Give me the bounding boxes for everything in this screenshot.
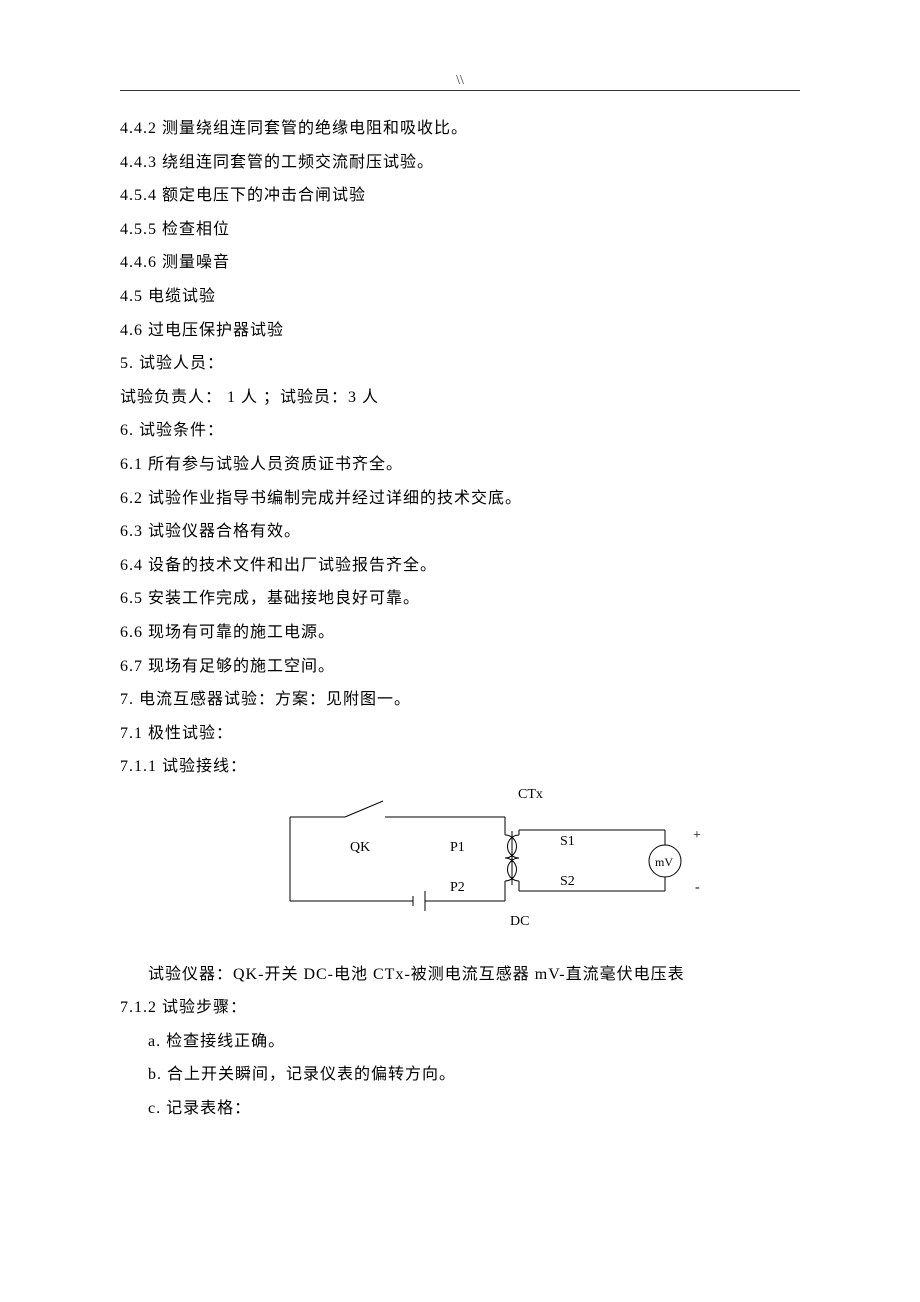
bottom-section: 试验仪器：QK-开关 DC-电池 CTx-被测电流互感器 mV-直流毫伏电压表 … bbox=[120, 959, 800, 1125]
text-line: 5. 试验人员： bbox=[120, 347, 800, 381]
text-line: 4.5.5 检查相位 bbox=[120, 213, 800, 247]
diagram-label-dc: DC bbox=[510, 914, 529, 929]
text-line: 7.1 极性试验： bbox=[120, 717, 800, 751]
header-text: \\ bbox=[456, 73, 464, 88]
text-line: 6.1 所有参与试验人员资质证书齐全。 bbox=[120, 448, 800, 482]
diagram-label-s2: S2 bbox=[560, 874, 575, 889]
text-line: 6.5 安装工作完成，基础接地良好可靠。 bbox=[120, 582, 800, 616]
diagram-label-ctx: CTx bbox=[518, 787, 543, 802]
header-divider bbox=[120, 90, 800, 91]
text-line: 试验负责人： 1 人 ；试验员：3 人 bbox=[120, 381, 800, 415]
text-line: 6.3 试验仪器合格有效。 bbox=[120, 515, 800, 549]
diagram-label-mv: mV bbox=[655, 855, 673, 869]
text-line: 4.4.3 绕组连同套管的工频交流耐压试验。 bbox=[120, 146, 800, 180]
text-line: a. 检查接线正确。 bbox=[120, 1025, 800, 1059]
text-line: 6.4 设备的技术文件和出厂试验报告齐全。 bbox=[120, 549, 800, 583]
diagram-label-s1: S1 bbox=[560, 834, 575, 849]
text-line: 6.2 试验作业指导书编制完成并经过详细的技术交底。 bbox=[120, 482, 800, 516]
text-line: 4.4.6 测量噪音 bbox=[120, 246, 800, 280]
text-line: 7.1.2 试验步骤： bbox=[120, 991, 800, 1025]
text-line: 4.5.4 额定电压下的冲击合闸试验 bbox=[120, 179, 800, 213]
text-line: 6.6 现场有可靠的施工电源。 bbox=[120, 616, 800, 650]
diagram-label-p2: P2 bbox=[450, 880, 465, 895]
text-line: b. 合上开关瞬间，记录仪表的偏转方向。 bbox=[120, 1058, 800, 1092]
diagram-label-qk: QK bbox=[350, 840, 370, 855]
text-line: 4.6 过电压保护器试验 bbox=[120, 314, 800, 348]
diagram-label-p1: P1 bbox=[450, 840, 465, 855]
diagram-label-minus: - bbox=[695, 880, 700, 895]
document-content: 4.4.2 测量绕组连同套管的绝缘电阻和吸收比。 4.4.3 绕组连同套管的工频… bbox=[120, 112, 800, 784]
text-line: 4.5 电缆试验 bbox=[120, 280, 800, 314]
text-line: 6.7 现场有足够的施工空间。 bbox=[120, 650, 800, 684]
text-line: c. 记录表格： bbox=[120, 1092, 800, 1126]
instrument-legend: 试验仪器：QK-开关 DC-电池 CTx-被测电流互感器 mV-直流毫伏电压表 bbox=[120, 959, 800, 991]
text-line: 7. 电流互感器试验：方案：见附图一。 bbox=[120, 683, 800, 717]
diagram-label-plus: + bbox=[693, 828, 701, 843]
text-line: 6. 试验条件： bbox=[120, 414, 800, 448]
circuit-diagram: CTx QK P1 P2 S1 S2 DC mV + - bbox=[285, 783, 720, 938]
text-line: 7.1.1 试验接线： bbox=[120, 750, 800, 784]
page-header: \\ bbox=[120, 73, 800, 89]
text-line: 4.4.2 测量绕组连同套管的绝缘电阻和吸收比。 bbox=[120, 112, 800, 146]
